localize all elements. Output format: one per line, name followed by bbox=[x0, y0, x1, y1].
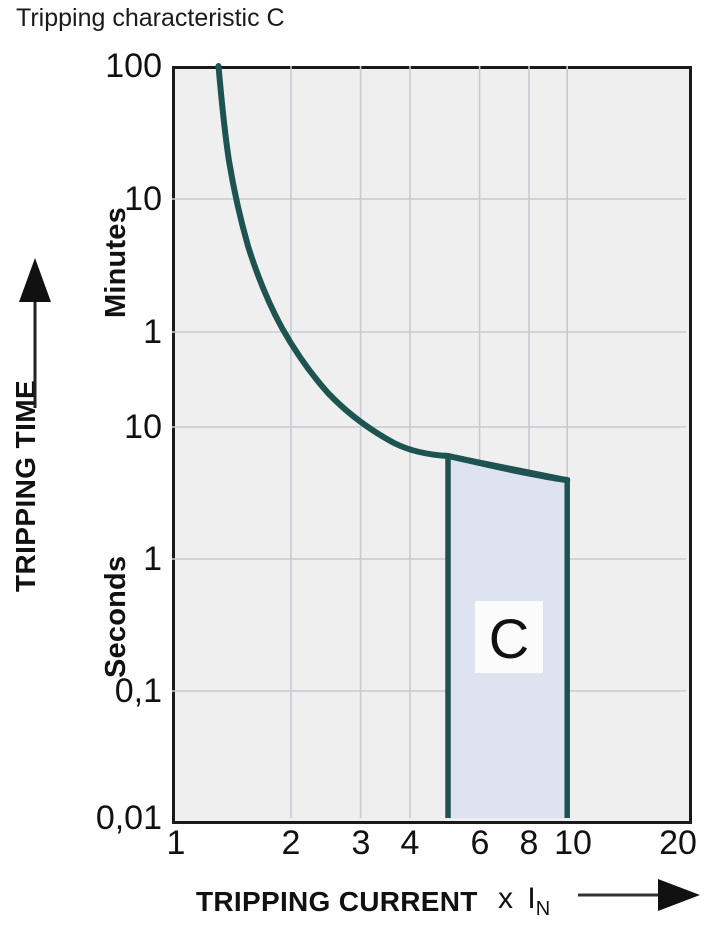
x-axis-unit-symbol: I bbox=[527, 882, 536, 915]
x-axis-unit-prefix: x bbox=[498, 882, 513, 915]
y-group-label-seconds: Seconds bbox=[100, 555, 132, 678]
up-arrow-icon bbox=[19, 258, 51, 408]
plot-area bbox=[172, 66, 692, 824]
x-axis-unit-subscript: N bbox=[535, 898, 551, 920]
zone-label-C: C bbox=[475, 601, 543, 673]
tripping-curve bbox=[215, 63, 571, 483]
right-arrow-icon bbox=[578, 879, 700, 911]
x-axis-title: TRIPPING CURRENT bbox=[196, 886, 478, 917]
x-axis-unit: x IN bbox=[498, 882, 550, 921]
y-axis-title: TRIPPING TIME bbox=[10, 379, 41, 592]
y-group-label-minutes: Minutes bbox=[100, 207, 132, 318]
page-title: Tripping characteristic C bbox=[16, 4, 285, 32]
chart-canvas bbox=[172, 63, 686, 818]
y-gridlines bbox=[172, 198, 686, 692]
